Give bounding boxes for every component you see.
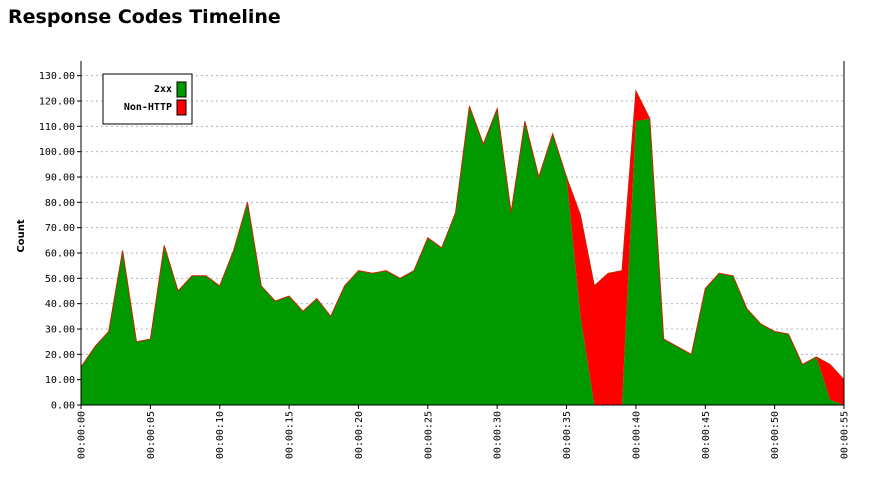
x-tick-label: 00:00:50 xyxy=(770,411,781,459)
axes xyxy=(77,61,845,409)
legend: 2xx Non-HTTP xyxy=(102,73,193,125)
y-tick-label: 50.00 xyxy=(45,274,75,285)
x-tick-label: 00:00:25 xyxy=(423,411,434,459)
series-outline xyxy=(80,89,845,381)
y-tick-label: 30.00 xyxy=(45,325,75,336)
y-tick-label: 70.00 xyxy=(45,223,75,234)
x-tick-label: 00:00:20 xyxy=(354,411,365,459)
legend-label: Non-HTTP xyxy=(124,102,172,113)
legend-label: 2xx xyxy=(154,84,172,95)
y-tick-label: 10.00 xyxy=(45,375,75,386)
x-tick-label: 00:00:45 xyxy=(701,411,712,459)
x-tick-label: 00:00:00 xyxy=(77,411,88,459)
y-tick-label: 40.00 xyxy=(45,299,75,310)
legend-swatch xyxy=(176,81,187,98)
y-tick-label: 60.00 xyxy=(45,249,75,260)
y-axis-label: Count xyxy=(16,219,27,252)
y-tick-label: 80.00 xyxy=(45,198,75,209)
x-tick-label: 00:00:10 xyxy=(215,411,226,459)
y-tick-label: 100.00 xyxy=(39,147,75,158)
y-tick-labels: 0.00 10.00 20.00 30.00 40.00 50.00 60.00 70.00 8… xyxy=(39,71,75,411)
x-tick-label: 00:00:55 xyxy=(840,411,851,459)
y-tick-label: 90.00 xyxy=(45,173,75,184)
chart-title: Response Codes Timeline xyxy=(8,6,281,28)
x-tick-label: 00:00:15 xyxy=(285,411,296,459)
series-area-0 xyxy=(81,106,844,405)
y-tick-label: 20.00 xyxy=(45,350,75,361)
y-tick-label: 0.00 xyxy=(51,401,75,412)
y-tick-label: 130.00 xyxy=(39,71,75,82)
legend-swatch xyxy=(176,99,187,116)
x-tick-label: 00:00:40 xyxy=(631,411,642,459)
x-tick-label: 00:00:30 xyxy=(493,411,504,459)
x-tick-labels: 00:00:00 00:00:05 00:00:10 00:00:15 00:00:20… xyxy=(77,411,851,459)
x-tick-label: 00:00:05 xyxy=(146,411,157,459)
series-areas xyxy=(80,89,845,406)
x-tick-label: 00:00:35 xyxy=(562,411,573,459)
y-tick-label: 120.00 xyxy=(39,97,75,108)
y-tick-label: 110.00 xyxy=(39,122,75,133)
